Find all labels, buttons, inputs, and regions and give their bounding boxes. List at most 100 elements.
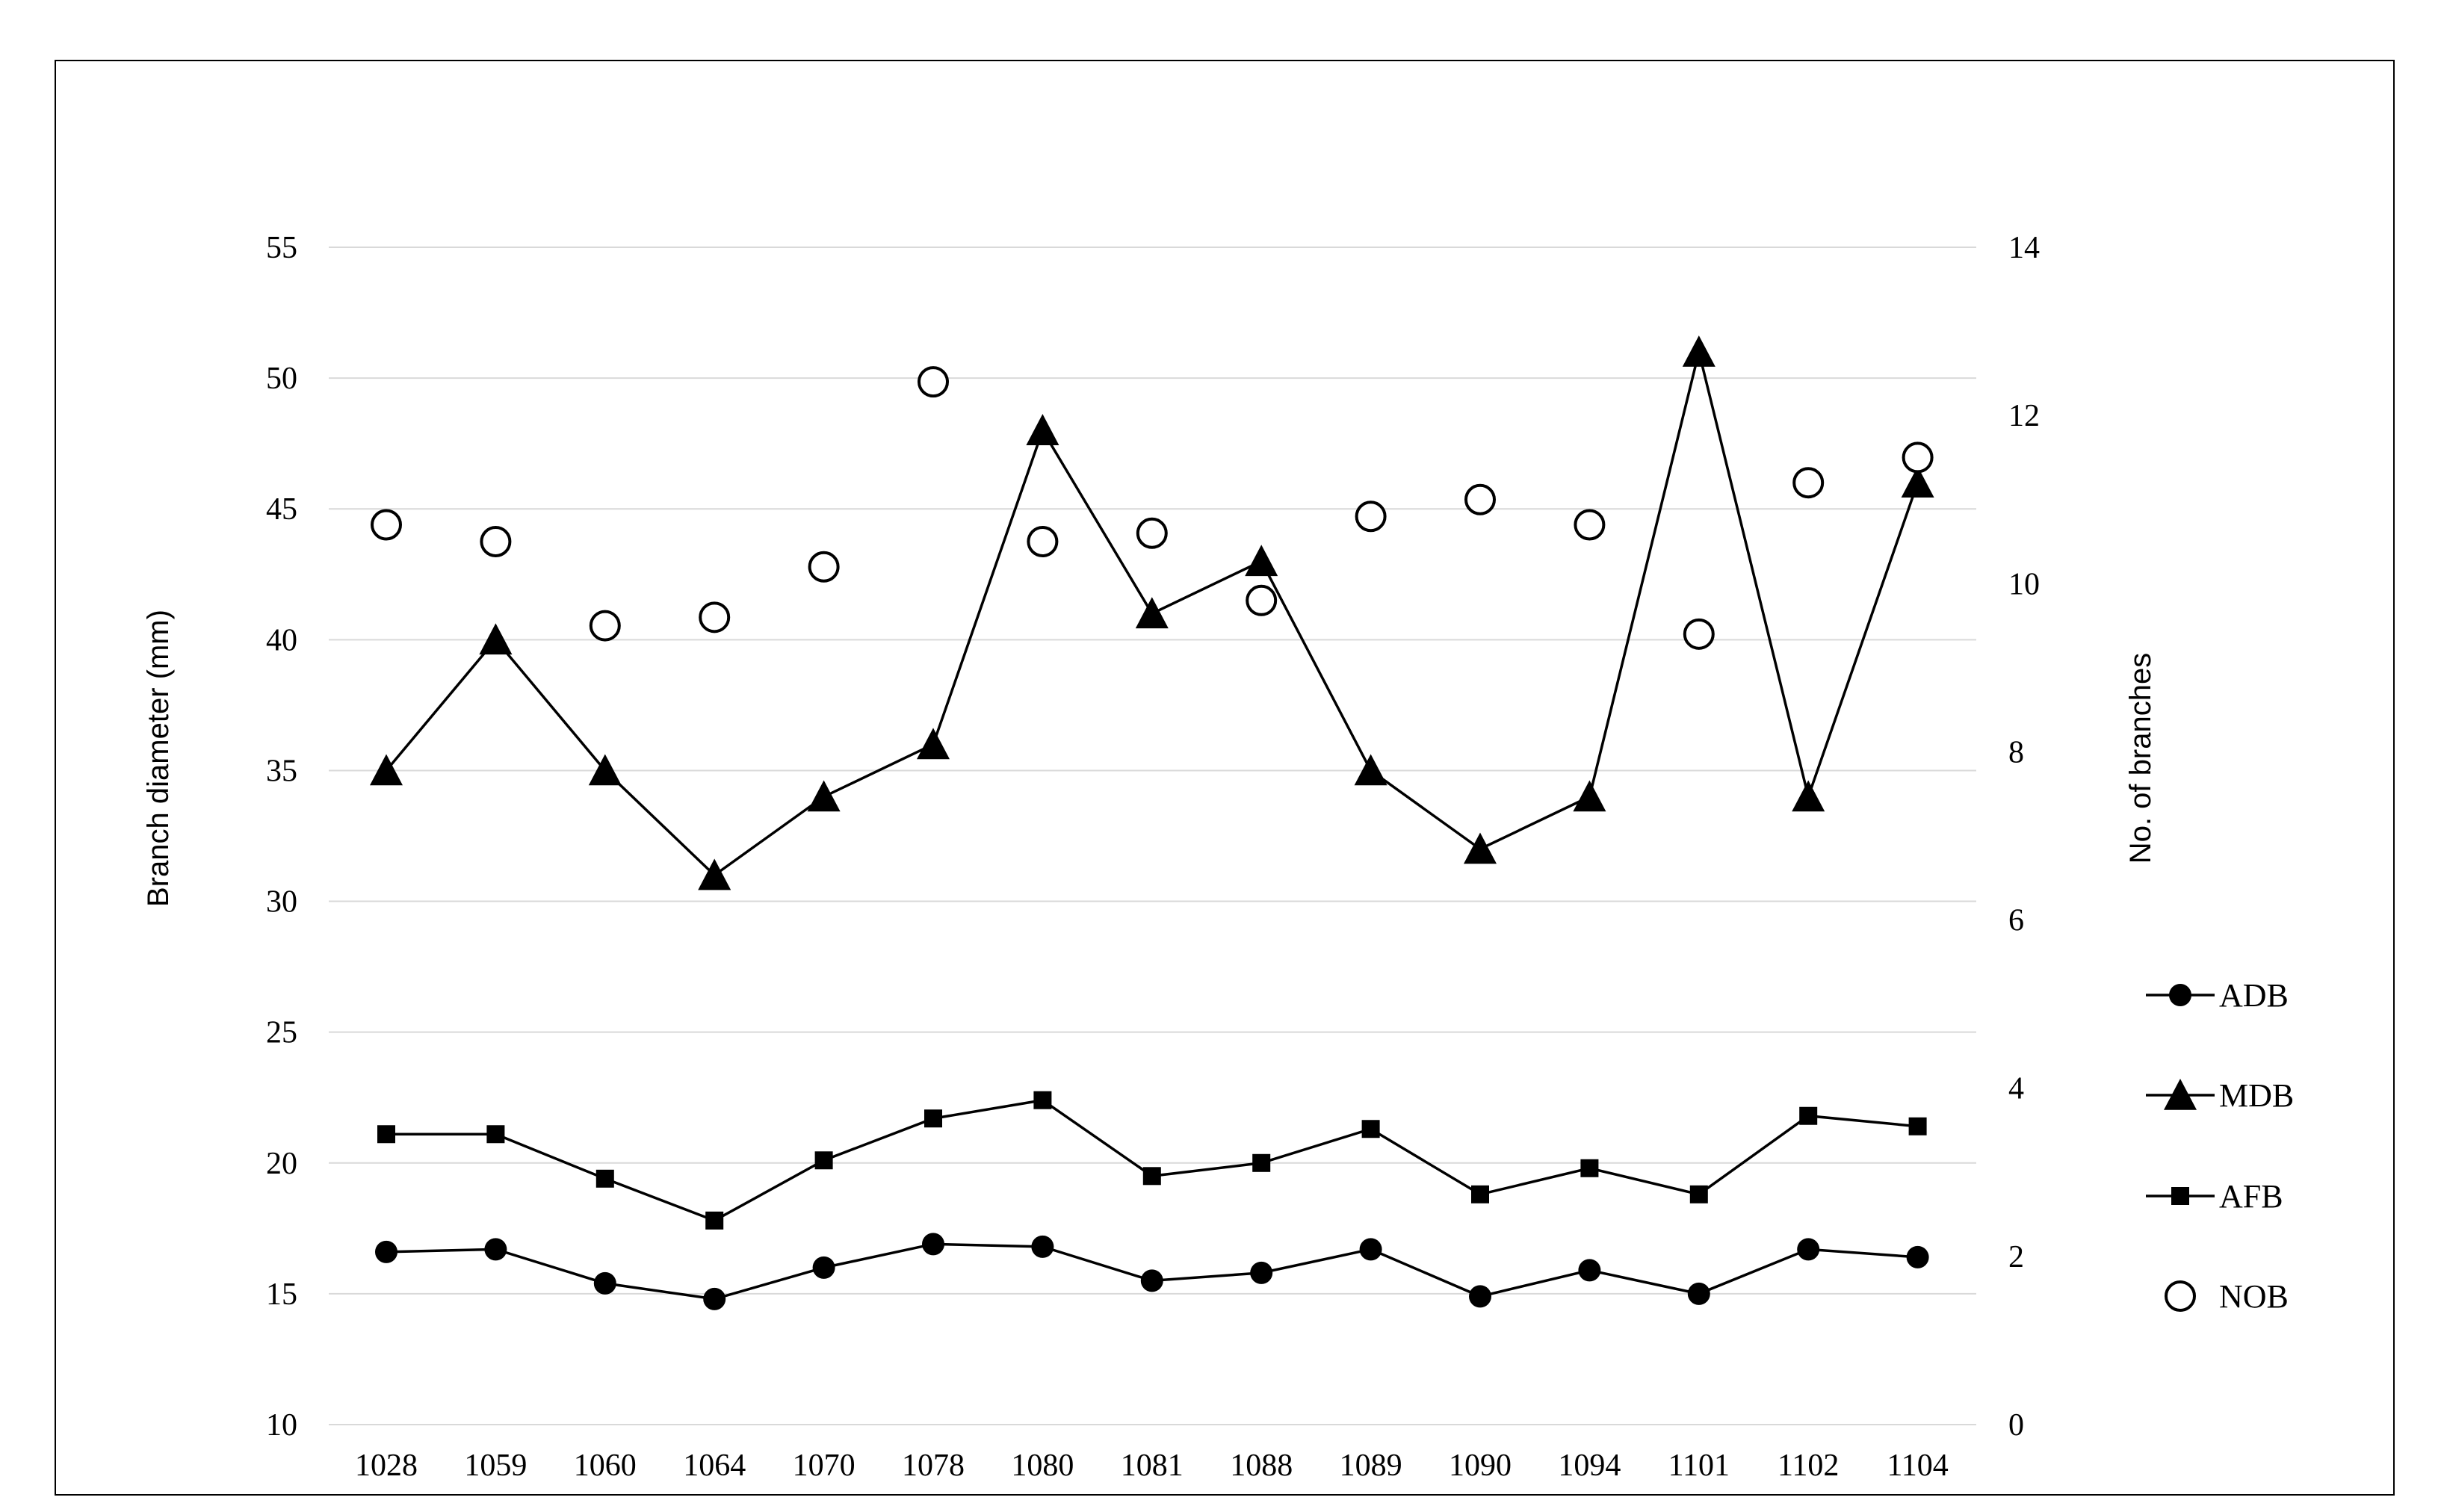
left-tick-label: 35 <box>266 754 297 788</box>
adb-point <box>593 1271 616 1295</box>
left-tick-label: 15 <box>266 1277 297 1312</box>
nob-point <box>918 366 949 398</box>
legend-item-nob: NOB <box>2165 1278 2289 1315</box>
mdb-point <box>698 858 731 890</box>
adb-point <box>484 1238 507 1261</box>
nob-point <box>1792 467 1825 499</box>
x-tick-label: 1028 <box>355 1449 418 1483</box>
nob-point <box>1902 441 1934 474</box>
nob-point <box>1027 526 1059 557</box>
legend-label: ADB <box>2219 977 2289 1014</box>
afb-point <box>1799 1106 1818 1125</box>
adb-point <box>1359 1238 1382 1261</box>
left-axis-ticks: 10 15 20 25 30 35 40 45 50 55 <box>266 231 297 1443</box>
legend-label: NOB <box>2219 1278 2289 1315</box>
nob-point <box>808 551 840 583</box>
afb-point <box>1033 1091 1052 1109</box>
x-tick-label: 1089 <box>1340 1449 1402 1483</box>
x-tick-label: 1102 <box>1778 1449 1839 1483</box>
adb-point <box>1578 1259 1601 1282</box>
left-tick-label: 10 <box>266 1408 297 1443</box>
mdb-point <box>370 754 403 786</box>
right-tick-label: 6 <box>2008 904 2024 938</box>
mdb-point <box>479 623 513 655</box>
right-tick-label: 2 <box>2008 1240 2024 1274</box>
adb-point <box>1906 1245 1929 1268</box>
right-tick-label: 4 <box>2008 1072 2024 1106</box>
left-tick-label: 40 <box>266 623 297 657</box>
legend-label: AFB <box>2219 1178 2283 1215</box>
nob-point <box>1683 618 1715 650</box>
nob-point <box>1574 509 1606 541</box>
legend-marker-nob <box>2165 1280 2196 1312</box>
nob-point <box>589 610 621 642</box>
legend: ADB MDB AFB NOB <box>2146 977 2294 1315</box>
right-tick-label: 8 <box>2008 735 2024 769</box>
legend-item-mdb: MDB <box>2146 1077 2294 1114</box>
left-tick-label: 55 <box>266 231 297 265</box>
x-tick-label: 1090 <box>1449 1449 1512 1483</box>
x-axis-ticks: 1028 1059 1060 1064 1070 1078 1080 1081 1088 1089… <box>355 1449 1949 1483</box>
adb-point <box>922 1233 944 1256</box>
legend-marker-adb <box>2169 984 2191 1006</box>
nob-point <box>1464 483 1496 515</box>
x-tick-label: 1070 <box>793 1449 856 1483</box>
left-tick-label: 25 <box>266 1016 297 1050</box>
x-tick-label: 1064 <box>683 1449 746 1483</box>
right-tick-label: 12 <box>2008 399 2040 433</box>
afb-point <box>1252 1153 1271 1172</box>
nob-point <box>1246 584 1278 616</box>
afb-point <box>924 1109 942 1128</box>
x-tick-label: 1104 <box>1887 1449 1948 1483</box>
adb-point <box>375 1240 397 1263</box>
mdb-point <box>917 728 950 760</box>
legend-item-adb: ADB <box>2146 977 2289 1014</box>
adb-point <box>1140 1269 1163 1292</box>
nob-point <box>371 509 402 541</box>
afb-point <box>595 1169 614 1188</box>
right-axis-ticks: 0 2 4 6 8 10 12 14 <box>2008 231 2040 1443</box>
mdb-point <box>1573 780 1606 812</box>
mdb-point <box>1792 780 1825 812</box>
adb-point <box>1797 1238 1820 1261</box>
x-tick-label: 1059 <box>464 1449 527 1483</box>
adb-point <box>1250 1261 1273 1284</box>
afb-point <box>1142 1167 1161 1186</box>
nob-point <box>1355 501 1387 533</box>
mdb-point <box>1245 545 1278 577</box>
afb-point <box>486 1125 505 1144</box>
mdb-point <box>1464 832 1497 864</box>
right-tick-label: 0 <box>2008 1408 2024 1443</box>
x-tick-label: 1088 <box>1230 1449 1293 1483</box>
left-tick-label: 20 <box>266 1147 297 1181</box>
left-axis-title: Branch diameter (mm) <box>142 610 175 907</box>
mdb-point <box>1026 414 1059 445</box>
right-axis-title: No. of branches <box>2124 653 2157 864</box>
adb-point <box>1469 1285 1491 1308</box>
afb-point <box>1471 1185 1489 1203</box>
legend-item-afb: AFB <box>2146 1178 2283 1215</box>
x-tick-label: 1060 <box>574 1449 637 1483</box>
nob-point <box>480 526 512 557</box>
afb-point <box>1580 1159 1599 1177</box>
mdb-point <box>1901 466 1934 498</box>
afb-point <box>814 1151 833 1170</box>
legend-marker-afb <box>2171 1187 2189 1205</box>
x-tick-label: 1101 <box>1668 1449 1730 1483</box>
afb-point <box>1908 1117 1927 1135</box>
right-tick-label: 14 <box>2008 231 2040 265</box>
adb-point <box>703 1287 726 1310</box>
x-tick-label: 1078 <box>902 1449 965 1483</box>
afb-point <box>1361 1120 1380 1138</box>
left-tick-label: 30 <box>266 885 297 920</box>
adb-point <box>812 1256 835 1279</box>
mdb-point <box>1135 597 1169 629</box>
right-tick-label: 10 <box>2008 567 2040 601</box>
x-tick-label: 1080 <box>1011 1449 1074 1483</box>
x-tick-label: 1094 <box>1558 1449 1621 1483</box>
nob-point <box>1136 517 1168 549</box>
nob-point <box>699 601 731 633</box>
afb-point <box>705 1211 724 1230</box>
adb-point <box>1687 1282 1710 1305</box>
afb-point <box>377 1125 395 1144</box>
